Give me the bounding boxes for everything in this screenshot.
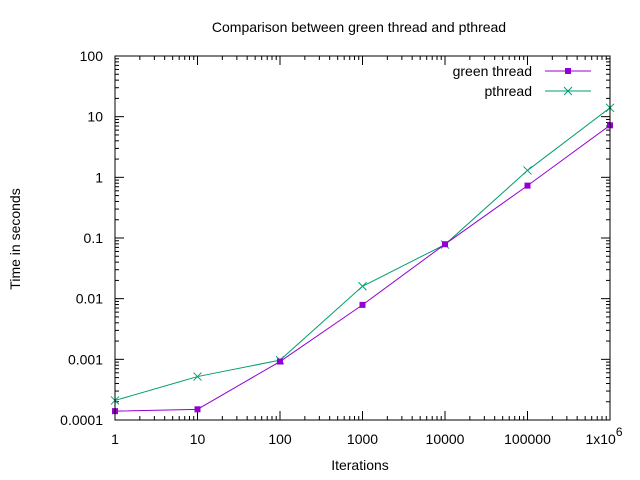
series-line-green-thread xyxy=(114,124,611,412)
data-point-green-thread xyxy=(442,241,448,248)
legend-label-pthread: pthread xyxy=(485,83,532,99)
legend: green thread pthread xyxy=(453,63,591,99)
y-tick-label: 0.001 xyxy=(68,351,103,367)
chart-title: Comparison between green thread and pthr… xyxy=(212,19,506,35)
y-tick-label: 10 xyxy=(87,109,103,125)
y-axis-label: Time in seconds xyxy=(7,188,23,289)
data-point-green-thread xyxy=(194,406,201,413)
data-point-pthread xyxy=(193,372,202,381)
series-layer xyxy=(110,103,615,415)
x-tick-label: 10 xyxy=(190,431,206,447)
x-tick-label: 10000 xyxy=(426,431,465,447)
data-point-pthread xyxy=(358,281,367,291)
data-point-green-thread xyxy=(277,358,283,365)
x-tick-label: 1x106 xyxy=(585,425,622,447)
series-line-pthread xyxy=(114,107,611,401)
y-axis-ticks: 0.0001 0.001 0.01 0.1 1 10 100 xyxy=(60,48,610,428)
data-point-green-thread xyxy=(524,182,531,189)
x-axis-ticks: 1 10 100 1000 10000 100000 1x106 xyxy=(111,56,623,447)
x-tick-label: 100000 xyxy=(504,431,551,447)
y-tick-label: 100 xyxy=(80,48,104,64)
x-tick-exponent: 6 xyxy=(616,425,623,439)
legend-label-green-thread: green thread xyxy=(453,63,532,79)
x-axis-label: Iterations xyxy=(331,457,389,473)
y-tick-label: 0.01 xyxy=(76,291,103,307)
data-point-green-thread xyxy=(359,301,366,308)
y-tick-label: 1 xyxy=(95,169,103,185)
plot-frame xyxy=(114,55,611,421)
x-tick-label: 1 xyxy=(111,431,119,447)
x-tick-label: 1000 xyxy=(347,431,378,447)
legend-marker-green-thread xyxy=(565,68,571,74)
legend-marker-pthread xyxy=(563,86,573,96)
data-point-pthread xyxy=(523,166,532,175)
y-tick-label: 0.0001 xyxy=(60,412,103,428)
x-tick-label: 100 xyxy=(268,431,292,447)
y-tick-label: 0.1 xyxy=(84,230,104,246)
